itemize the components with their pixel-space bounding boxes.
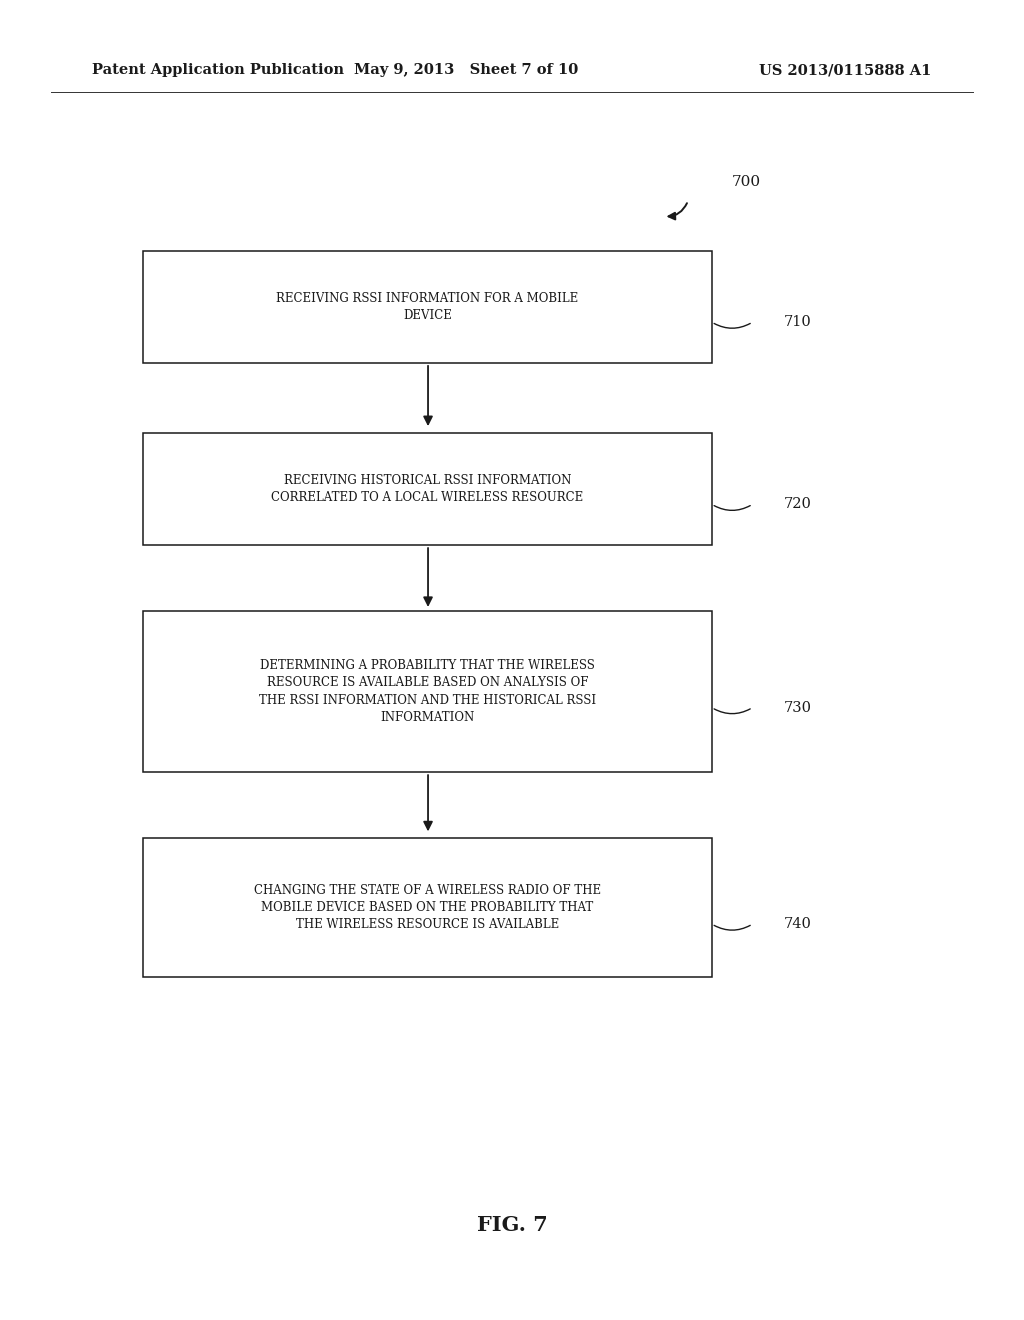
Text: DETERMINING A PROBABILITY THAT THE WIRELESS
RESOURCE IS AVAILABLE BASED ON ANALY: DETERMINING A PROBABILITY THAT THE WIREL… (259, 659, 596, 725)
Text: RECEIVING HISTORICAL RSSI INFORMATION
CORRELATED TO A LOCAL WIRELESS RESOURCE: RECEIVING HISTORICAL RSSI INFORMATION CO… (271, 474, 584, 504)
Text: RECEIVING RSSI INFORMATION FOR A MOBILE
DEVICE: RECEIVING RSSI INFORMATION FOR A MOBILE … (276, 292, 579, 322)
Text: 700: 700 (732, 176, 761, 189)
Text: May 9, 2013   Sheet 7 of 10: May 9, 2013 Sheet 7 of 10 (354, 63, 578, 78)
Text: 720: 720 (783, 498, 811, 511)
Text: Patent Application Publication: Patent Application Publication (92, 63, 344, 78)
Text: FIG. 7: FIG. 7 (476, 1214, 548, 1236)
Bar (143, 611, 712, 772)
Text: CHANGING THE STATE OF A WIRELESS RADIO OF THE
MOBILE DEVICE BASED ON THE PROBABI: CHANGING THE STATE OF A WIRELESS RADIO O… (254, 883, 601, 932)
Text: 740: 740 (783, 917, 811, 931)
Bar (143, 251, 712, 363)
Bar (143, 838, 712, 977)
Text: 710: 710 (783, 315, 811, 329)
Bar (143, 433, 712, 545)
Text: 730: 730 (783, 701, 811, 714)
Text: US 2013/0115888 A1: US 2013/0115888 A1 (760, 63, 932, 78)
